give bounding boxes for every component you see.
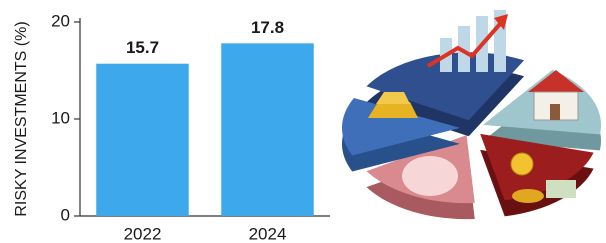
house-roof <box>528 70 584 92</box>
money-icon <box>546 180 576 198</box>
bar <box>221 43 314 216</box>
value-label: 15.7 <box>126 38 159 57</box>
chart: RISKY INVESTMENTS (%) 0 10 20 2022 15.7 2024 1… <box>0 0 606 243</box>
y-axis-title: RISKY INVESTMENTS (%) <box>13 21 30 216</box>
x-tick-label: 2024 <box>249 224 287 243</box>
coin-icon <box>511 153 533 175</box>
y-tick-label: 0 <box>61 205 70 224</box>
y-tick-label: 20 <box>51 11 70 30</box>
piggy-icon <box>402 156 458 196</box>
house-door <box>550 104 560 120</box>
bar <box>96 64 189 216</box>
investment-illustration <box>342 10 601 219</box>
coin-stack <box>512 189 544 203</box>
value-label: 17.8 <box>251 18 284 37</box>
x-tick-label: 2022 <box>124 224 162 243</box>
y-tick-label: 10 <box>51 108 70 127</box>
